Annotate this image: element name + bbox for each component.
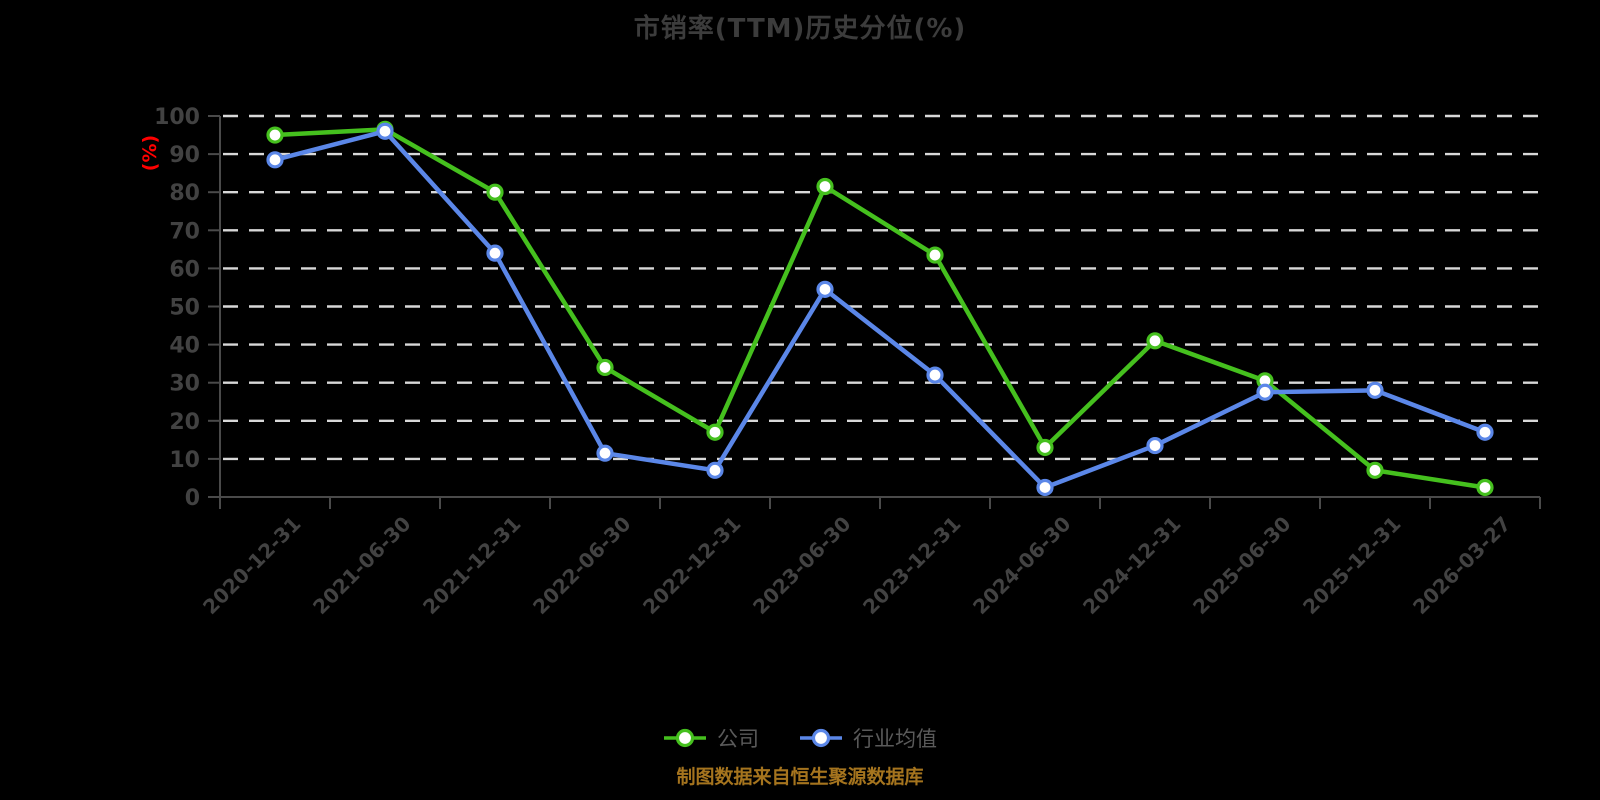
y-tick-label: 90 bbox=[169, 143, 200, 168]
legend: 公司 行业均值 bbox=[0, 723, 1600, 753]
data-point[interactable] bbox=[486, 183, 504, 201]
data-point[interactable] bbox=[926, 366, 944, 384]
data-point[interactable] bbox=[1036, 438, 1054, 457]
series-line-1 bbox=[272, 128, 1488, 490]
x-tick-label: 2021-12-31 bbox=[418, 512, 525, 619]
x-tick-label: 2023-12-31 bbox=[858, 512, 965, 619]
y-tick-label: 80 bbox=[169, 181, 200, 206]
data-point[interactable] bbox=[1256, 383, 1274, 401]
legend-item-industry-average[interactable]: 行业均值 bbox=[799, 723, 937, 753]
x-tick-label: 2021-06-30 bbox=[308, 512, 415, 619]
data-point[interactable] bbox=[596, 358, 614, 377]
x-tick-label: 2026-03-27 bbox=[1408, 512, 1515, 619]
x-tick-label: 2023-06-30 bbox=[748, 512, 855, 619]
y-tick-label: 50 bbox=[169, 296, 200, 321]
legend-item-company[interactable]: 公司 bbox=[663, 723, 759, 753]
data-point[interactable] bbox=[1366, 381, 1384, 399]
data-point[interactable] bbox=[1366, 461, 1384, 479]
data-point[interactable] bbox=[1146, 332, 1164, 350]
data-source-note: 制图数据来自恒生聚源数据库 bbox=[676, 766, 924, 788]
x-tick-label: 2022-12-31 bbox=[638, 512, 745, 619]
y-tick-label: 30 bbox=[169, 372, 200, 397]
data-point[interactable] bbox=[706, 423, 724, 441]
data-point[interactable] bbox=[376, 122, 394, 140]
x-tick-label: 2024-06-30 bbox=[968, 512, 1075, 619]
data-point[interactable] bbox=[266, 151, 284, 169]
y-tick-label: 0 bbox=[185, 486, 200, 511]
data-point[interactable] bbox=[1476, 423, 1494, 441]
y-tick-label: 10 bbox=[169, 448, 200, 473]
y-tick-label: 100 bbox=[154, 105, 200, 130]
x-tick-label: 2020-12-31 bbox=[198, 512, 305, 619]
data-point[interactable] bbox=[486, 244, 504, 262]
x-tick-label: 2024-12-31 bbox=[1078, 512, 1185, 619]
data-point[interactable] bbox=[816, 280, 834, 298]
chart-title: 市销率(TTM)历史分位(%) bbox=[633, 14, 967, 44]
x-tick-label: 2022-06-30 bbox=[528, 512, 635, 619]
data-point[interactable] bbox=[706, 461, 724, 479]
data-point[interactable] bbox=[266, 126, 284, 144]
company-line-circle-icon bbox=[664, 728, 706, 748]
industry-line-circle-icon bbox=[800, 728, 842, 748]
series-line-0 bbox=[272, 127, 1488, 490]
x-tick-label: 2025-06-30 bbox=[1188, 512, 1295, 619]
data-point[interactable] bbox=[1476, 478, 1494, 497]
legend-label-industry-average: 行业均值 bbox=[853, 727, 937, 751]
y-tick-label: 70 bbox=[169, 219, 200, 244]
y-tick-label: 60 bbox=[169, 257, 200, 282]
data-point[interactable] bbox=[596, 444, 614, 462]
legend-label-company: 公司 bbox=[717, 727, 759, 751]
data-point[interactable] bbox=[1146, 436, 1164, 455]
data-point[interactable] bbox=[816, 177, 834, 196]
x-tick-label: 2025-12-31 bbox=[1298, 512, 1405, 619]
y-tick-label: 20 bbox=[169, 410, 200, 435]
y-tick-label: 40 bbox=[169, 334, 200, 359]
data-point[interactable] bbox=[1036, 478, 1054, 497]
data-point[interactable] bbox=[926, 246, 944, 264]
